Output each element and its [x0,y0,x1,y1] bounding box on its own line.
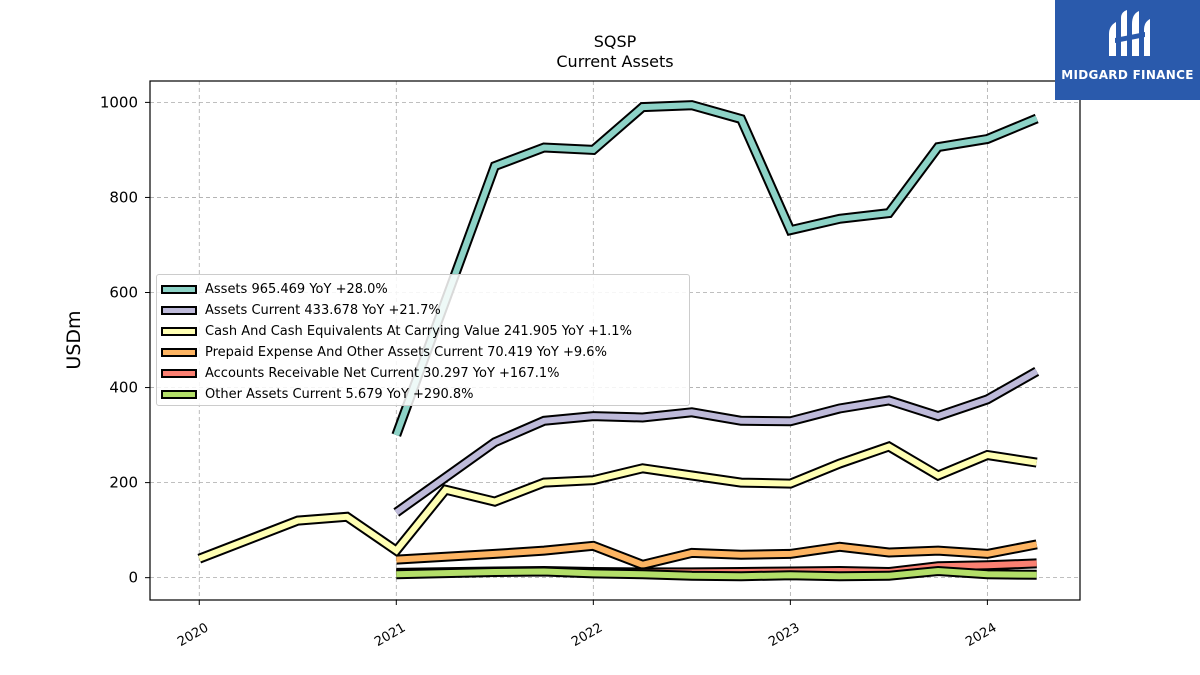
series-lines [197,100,1040,582]
x-tick-label: 2023 [766,620,802,650]
x-tick-label: 2022 [569,620,605,650]
series-5 [396,565,1037,582]
chart-title: SQSP [593,32,637,51]
plot-frame [149,80,1081,601]
legend-label: Accounts Receivable Net Current 30.297 Y… [205,366,560,381]
x-axis: 2020 2021 2022 2023 2024 [175,600,999,650]
y-tick-label: 1000 [100,93,138,111]
x-tick-label: 2024 [963,620,999,650]
y-axis-label: USDm [63,310,85,369]
y-axis: 0 200 400 600 800 1000 [100,93,150,587]
legend-label: Prepaid Expense And Other Assets Current… [205,345,607,360]
series-outline [197,441,1038,564]
legend-item: Other Assets Current 5.679 YoY +290.8% [161,384,689,405]
series-line [396,567,1037,580]
legend-label: Cash And Cash Equivalents At Carrying Va… [205,324,632,339]
y-tick-label: 400 [109,379,138,397]
legend-item: Prepaid Expense And Other Assets Current… [161,342,689,363]
x-tick-label: 2021 [372,620,408,650]
series-line [198,443,1038,562]
series-3 [396,539,1038,571]
x-tick-label: 2020 [175,620,211,650]
chart-legend: Assets 965.469 YoY +28.0% Assets Current … [156,274,690,406]
legend-swatch [161,348,197,357]
legend-item: Assets Current 433.678 YoY +21.7% [161,300,689,321]
legend-item: Accounts Receivable Net Current 30.297 Y… [161,363,689,384]
legend-item: Cash And Cash Equivalents At Carrying Va… [161,321,689,342]
y-tick-label: 600 [109,283,138,301]
series-line [394,368,1039,515]
series-line [396,541,1038,568]
legend-label: Other Assets Current 5.679 YoY +290.8% [205,387,474,402]
legend-swatch [161,306,197,315]
series-1 [393,367,1040,517]
series-0 [391,100,1039,437]
y-tick-label: 800 [109,188,138,206]
logo-text: MIDGARD FINANCE [1061,68,1194,82]
legend-swatch [161,390,197,399]
chart-subtitle: Current Assets [556,52,674,71]
legend-label: Assets 965.469 YoY +28.0% [205,282,388,297]
series-2 [197,441,1038,564]
legend-swatch [161,327,197,336]
midgard-finance-logo: MIDGARD FINANCE [1055,0,1200,100]
y-tick-label: 0 [128,569,138,587]
series-line [393,102,1038,437]
y-tick-label: 200 [109,474,138,492]
legend-label: Assets Current 433.678 YoY +21.7% [205,303,441,318]
legend-swatch [161,285,197,294]
legend-swatch [161,369,197,378]
legend-item: Assets 965.469 YoY +28.0% [161,279,689,300]
logo-mark-icon [1109,10,1150,56]
